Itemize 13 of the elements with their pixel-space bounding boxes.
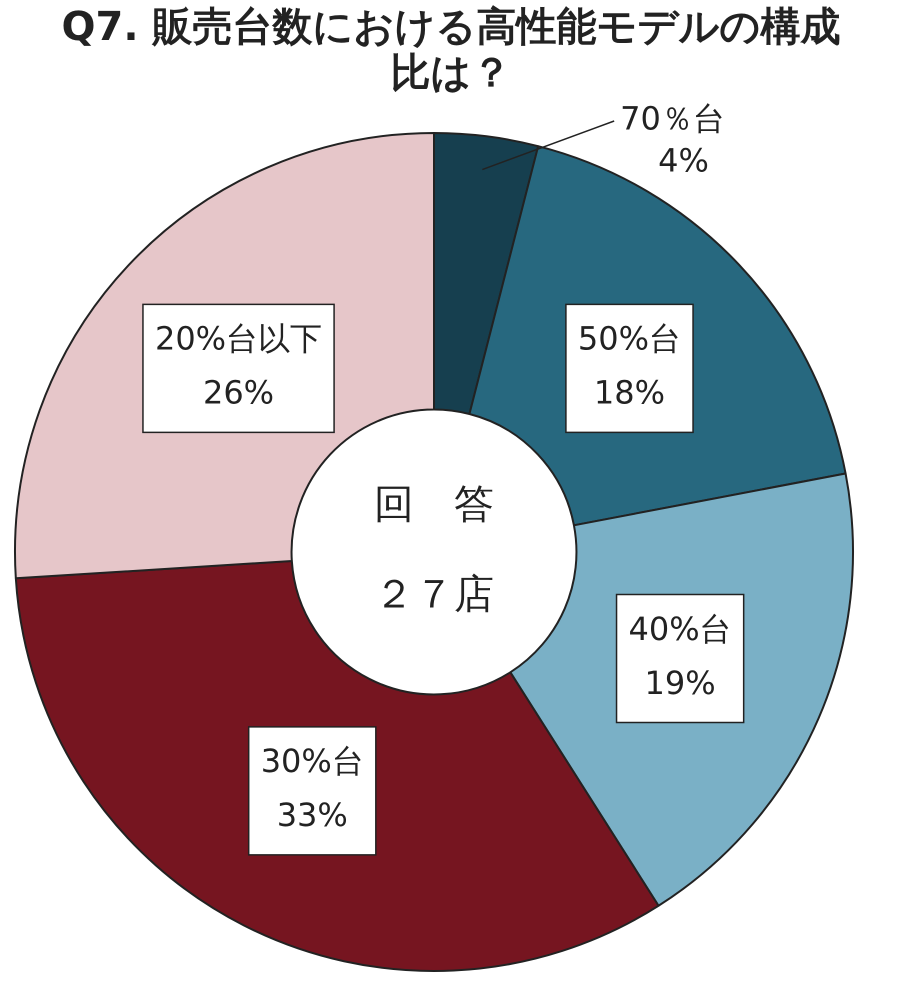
data-label: 26%: [202, 374, 274, 412]
slice-label: 20%台以下: [154, 320, 322, 358]
slice-label: 40%台: [628, 610, 732, 648]
data-label: 18%: [594, 374, 666, 412]
data-label: 19%: [644, 664, 716, 702]
text: 回 答: [374, 481, 494, 528]
slice-label: 30%台: [260, 742, 364, 780]
slice-label: 70％台: [620, 99, 725, 138]
text: ２７店: [374, 571, 494, 618]
data-label: 33%: [276, 796, 348, 834]
slice-label: 50%台: [578, 320, 682, 358]
data-label: 4%: [658, 141, 709, 180]
chart-title: Q7. 販売台数における高性能モデルの構成比は？: [60, 4, 842, 96]
